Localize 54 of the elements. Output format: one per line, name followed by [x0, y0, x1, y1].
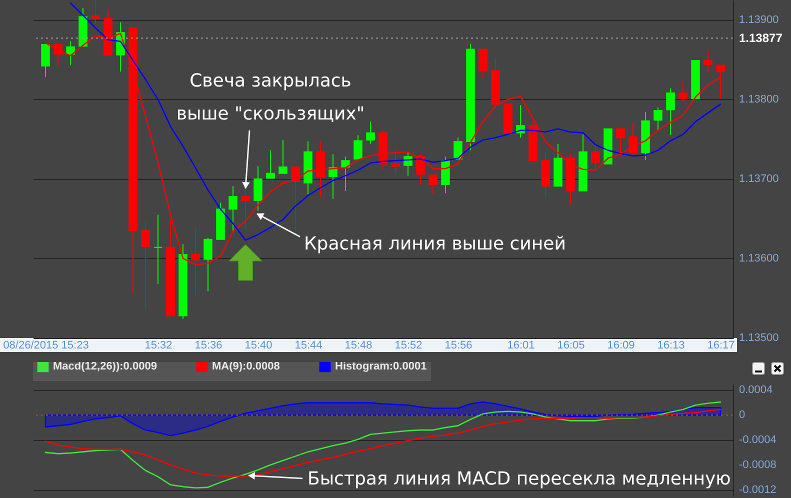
candlestick [204, 237, 212, 292]
candlestick [666, 88, 675, 136]
y-tick-label: 1.13500 [739, 332, 779, 344]
y-tick-label: -0.0008 [739, 458, 776, 471]
y-tick-label: -0.0012 [739, 484, 776, 496]
x-tick-label: 16:09 [607, 340, 635, 352]
x-tick-label: 15:48 [344, 340, 372, 352]
candlestick [391, 150, 400, 174]
y-tick-label: 1.13700 [739, 172, 779, 185]
y-tick-label: 0.0004 [739, 384, 773, 396]
candlestick [428, 174, 438, 195]
candlestick [354, 134, 362, 160]
candlestick [704, 48, 712, 74]
annotation: Свеча закрылась выше "скользящих" [176, 70, 365, 124]
candlestick [441, 156, 450, 194]
candlestick [478, 48, 488, 80]
x-tick-label: 16:01 [507, 340, 535, 352]
annotation: Быстрая линия MACD пересекла медленную [308, 468, 731, 490]
candlestick [266, 150, 275, 180]
candlestick [228, 186, 238, 232]
candlestick [366, 121, 375, 144]
y-tick-label: -0.0004 [739, 434, 776, 446]
candlestick [454, 137, 462, 160]
candlestick [654, 106, 662, 131]
x-tick-label: 15:32 [144, 340, 172, 352]
x-tick-label: 16:17 [707, 340, 735, 352]
x-tick-label: 15:40 [244, 340, 272, 352]
y-tick-label: 1.13800 [739, 93, 779, 106]
candlestick [41, 44, 50, 78]
x-tick-label: 15:56 [444, 340, 472, 352]
x-tick-label: 08/26/2015 15:23 [3, 340, 89, 352]
candlestick [628, 122, 638, 155]
candlestick [141, 221, 150, 310]
candlestick [291, 166, 300, 230]
candlestick [154, 214, 162, 284]
x-tick-label: 15:44 [294, 340, 322, 352]
candlestick [616, 128, 625, 155]
x-tick-label: 16:13 [657, 340, 685, 352]
candlestick [591, 143, 600, 172]
candlestick [678, 80, 688, 102]
candlestick [516, 104, 525, 138]
y-tick-label: 1.13600 [739, 252, 779, 264]
ref-line-label: 1.13877 [739, 31, 783, 46]
candlestick [91, 0, 100, 24]
y-tick-label: 0 [739, 409, 746, 422]
candlestick [254, 166, 262, 212]
x-tick-label: 15:36 [194, 340, 222, 352]
candlestick [66, 40, 75, 66]
candlestick [278, 139, 288, 174]
annotation: Красная линия выше синей [304, 234, 566, 255]
x-tick-label: 16:05 [557, 340, 585, 352]
candlestick [341, 156, 350, 192]
y-tick-label: 1.13900 [739, 14, 779, 26]
x-tick-label: 15:52 [394, 340, 422, 352]
